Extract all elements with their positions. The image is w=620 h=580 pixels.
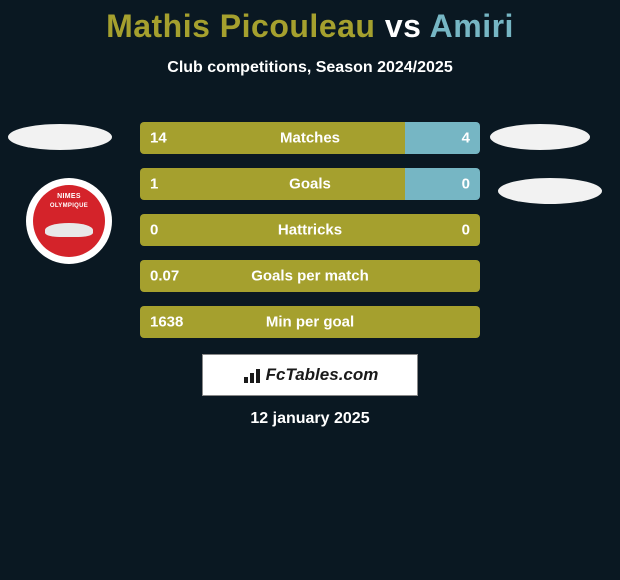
stat-label: Goals xyxy=(289,176,331,193)
stat-label: Goals per match xyxy=(251,268,369,285)
stat-bar-left xyxy=(140,168,405,200)
stat-bar-left xyxy=(140,122,405,154)
badge-text-top: NIMES xyxy=(33,193,105,200)
snapshot-date: 12 january 2025 xyxy=(250,410,369,428)
stats-bars: Matches 14 4 Goals 1 0 Hattricks 0 0 Goals per ma… xyxy=(140,122,480,352)
vs-text: vs xyxy=(375,8,429,44)
stat-label: Hattricks xyxy=(278,222,342,239)
stat-value-left: 0.07 xyxy=(150,268,179,285)
stat-label: Min per goal xyxy=(266,314,354,331)
stat-row: Min per goal 1638 xyxy=(140,306,480,338)
badge-text-bottom: OLYMPIQUE xyxy=(33,203,105,209)
stat-label: Matches xyxy=(280,130,340,147)
stat-row: Goals per match 0.07 xyxy=(140,260,480,292)
stat-value-right: 4 xyxy=(462,130,470,147)
player2-name: Amiri xyxy=(430,8,514,44)
stat-row: Hattricks 0 0 xyxy=(140,214,480,246)
player1-name: Mathis Picouleau xyxy=(106,8,375,44)
stat-row: Matches 14 4 xyxy=(140,122,480,154)
comparison-title: Mathis Picouleau vs Amiri xyxy=(0,0,620,45)
brand-watermark: FcTables.com xyxy=(202,354,418,396)
stat-value-right: 0 xyxy=(462,222,470,239)
stat-value-left: 1 xyxy=(150,176,158,193)
player1-club-badge: NIMES OLYMPIQUE xyxy=(26,178,112,264)
stat-value-left: 0 xyxy=(150,222,158,239)
player1-photo-placeholder xyxy=(8,124,112,150)
bar-chart-icon xyxy=(242,367,262,383)
stat-value-left: 14 xyxy=(150,130,167,147)
nimes-badge-inner: NIMES OLYMPIQUE xyxy=(33,185,105,257)
stat-value-right: 0 xyxy=(462,176,470,193)
stat-row: Goals 1 0 xyxy=(140,168,480,200)
player2-photo-placeholder xyxy=(490,124,590,150)
crocodile-icon xyxy=(45,223,93,237)
player2-club-placeholder xyxy=(498,178,602,204)
brand-text: FcTables.com xyxy=(266,365,379,385)
subtitle: Club competitions, Season 2024/2025 xyxy=(0,59,620,77)
stat-value-left: 1638 xyxy=(150,314,183,331)
